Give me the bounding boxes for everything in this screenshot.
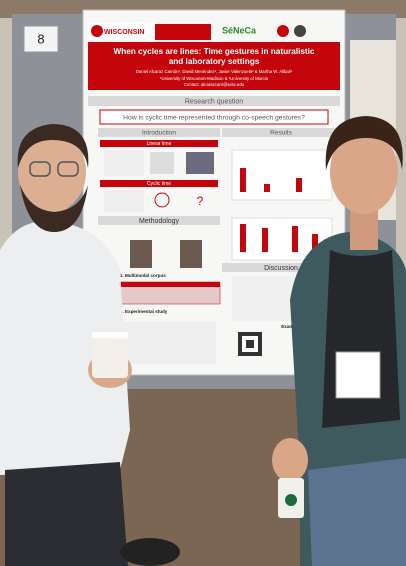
person-left-glasses: [29, 161, 51, 177]
person-right-jeans: [308, 458, 406, 566]
logo-icon: [277, 25, 289, 37]
section-heading: Methodology: [139, 218, 180, 225]
logo-icon: [294, 25, 306, 37]
subsection-heading: Linear time: [147, 141, 172, 147]
figure-bar: [312, 234, 318, 252]
person-right-hair: [325, 116, 403, 170]
board-number: 8: [37, 31, 44, 46]
logo-seneca: SéNeCa: [222, 25, 257, 35]
figure-bar: [296, 178, 302, 192]
subsection-heading: Dataset 1. Multimodal corpus: [102, 273, 166, 278]
logo-crest: [91, 25, 103, 37]
board-number-card: [23, 25, 59, 53]
figure-mark: ?: [197, 194, 204, 208]
person-left-glasses: [57, 161, 79, 177]
header-strip: [155, 24, 211, 40]
figure-bar: [240, 224, 246, 252]
person-right-tshirt: [322, 250, 400, 428]
subsection-bar: [100, 180, 218, 187]
poster-affiliations: ¹University of Wisconsin-Madison & ²Univ…: [160, 76, 269, 81]
section-bar: [98, 216, 220, 225]
table-header: [108, 282, 220, 287]
section-bar: [98, 128, 220, 137]
name-badge: [335, 351, 381, 399]
title-band: [88, 42, 340, 90]
person-left-pants: [5, 462, 128, 566]
person-left-beard: [20, 185, 88, 232]
bag: [120, 538, 180, 566]
subsection-heading: Cyclic time: [147, 181, 171, 187]
figure-bar: [292, 226, 298, 252]
research-question-bar: [88, 96, 340, 106]
research-question: How is cyclic time represented through c…: [123, 114, 305, 121]
figure: [150, 152, 174, 174]
section-bar: [222, 263, 340, 272]
person-left-hair: [17, 124, 89, 168]
person-right-face: [330, 130, 398, 214]
figure-photo: [180, 240, 202, 268]
cup-logo: [285, 494, 297, 506]
figure-bar: [240, 168, 246, 192]
figure-photo: [186, 152, 214, 174]
section-heading: Introduction: [142, 130, 176, 137]
coffee-cup: [92, 336, 128, 378]
logo-wisconsin: WISCONSIN: [104, 29, 144, 36]
subsection-heading: Dataset 2. Experimental study: [102, 309, 168, 314]
section-heading: Discussion: [264, 265, 298, 272]
logo-box: [88, 22, 154, 40]
section-heading: Results: [270, 130, 292, 137]
research-question-heading: Research question: [185, 98, 243, 105]
subsection-bar: [100, 140, 218, 147]
poster-authors: Daniel Alcaraz Carrión¹, David Menéndez¹…: [136, 69, 293, 74]
figure-bar: [264, 184, 270, 192]
figure: [104, 190, 144, 212]
question-box: [99, 109, 329, 125]
figure-chart: [231, 149, 333, 201]
figure: [154, 192, 170, 208]
person-left-face: [18, 132, 86, 212]
poster-title: When cycles are lines: Time gestures in …: [114, 47, 315, 56]
person-right-hand: [272, 438, 308, 482]
figure: [104, 150, 144, 176]
qr-code-inner: [246, 340, 254, 348]
poster-title: and laboratory settings: [169, 57, 260, 66]
figure-bar: [262, 228, 268, 252]
section-bar: [222, 128, 340, 137]
figure-photo: [130, 240, 152, 268]
coffee-lid: [92, 332, 128, 338]
person-left-shirt: [0, 220, 130, 475]
poster-contact: Contact: alcarazcarri@wisc.edu: [184, 82, 245, 87]
person-right-neck: [350, 210, 378, 250]
